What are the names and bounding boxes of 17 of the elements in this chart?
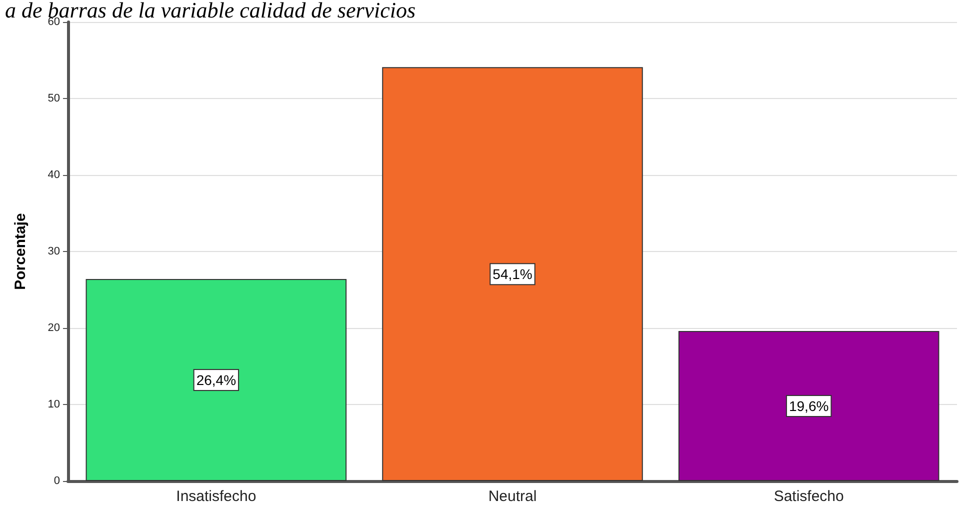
y-tick-label: 10: [48, 398, 60, 410]
y-tick-label: 0: [54, 475, 60, 487]
bar: [382, 67, 643, 481]
y-tick-label: 40: [48, 169, 60, 181]
x-tick-label: Insatisfecho: [176, 488, 256, 505]
y-tick-label: 30: [48, 246, 60, 258]
data-label: 54,1%: [492, 266, 532, 282]
x-tick-label: Neutral: [488, 488, 537, 505]
bar: [678, 331, 940, 481]
y-tick-label: 60: [48, 16, 60, 28]
y-tick-label: 50: [48, 92, 60, 104]
bar: [86, 279, 347, 481]
y-axis-title: Porcentaje: [12, 213, 29, 290]
x-tick-label: Satisfecho: [774, 488, 844, 505]
y-tick-label: 20: [48, 322, 60, 334]
data-label: 26,4%: [196, 372, 236, 388]
data-label: 19,6%: [788, 398, 829, 414]
